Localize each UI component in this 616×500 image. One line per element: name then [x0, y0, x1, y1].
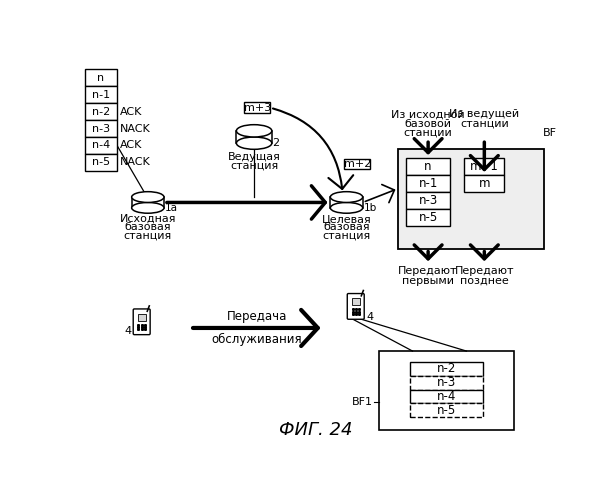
Bar	[410, 376, 483, 390]
Text: Целевая: Целевая	[322, 214, 371, 224]
Text: ACK: ACK	[120, 140, 142, 150]
Text: станция: станция	[322, 231, 371, 241]
Bar	[244, 102, 270, 113]
Bar	[406, 158, 450, 174]
Text: n-1: n-1	[418, 176, 438, 190]
Text: 4: 4	[366, 312, 373, 322]
Text: первыми: первыми	[402, 276, 454, 285]
Bar	[410, 362, 483, 376]
Text: BF1: BF1	[352, 397, 373, 407]
Text: m+3: m+3	[243, 102, 271, 113]
Bar	[379, 351, 514, 430]
Text: Исходная: Исходная	[120, 214, 176, 224]
Text: станции: станции	[460, 118, 509, 128]
Bar	[406, 174, 450, 192]
Bar	[85, 69, 117, 86]
Text: Из исходной: Из исходной	[391, 110, 465, 120]
Bar	[406, 192, 450, 208]
Text: n-2: n-2	[437, 362, 456, 376]
Polygon shape	[132, 197, 164, 208]
Text: позднее: позднее	[460, 276, 509, 285]
Bar	[85, 137, 117, 154]
Text: базовая: базовая	[323, 222, 370, 232]
Text: n-3: n-3	[92, 124, 110, 134]
Text: m: m	[479, 176, 490, 190]
Text: Из ведущей: Из ведущей	[449, 110, 519, 120]
Bar	[85, 120, 117, 137]
Ellipse shape	[132, 192, 164, 202]
Ellipse shape	[132, 202, 164, 213]
Ellipse shape	[330, 192, 363, 202]
Text: станции: станции	[403, 128, 453, 138]
Text: Передают: Передают	[455, 266, 514, 276]
Bar	[352, 298, 360, 305]
Bar	[85, 154, 117, 171]
Text: n-3: n-3	[437, 376, 456, 389]
Bar	[85, 86, 117, 103]
Bar	[464, 174, 505, 192]
Text: m+1: m+1	[470, 160, 499, 173]
Bar	[410, 390, 483, 404]
Text: n-5: n-5	[92, 158, 110, 168]
Bar	[464, 158, 505, 174]
Text: станция: станция	[230, 161, 278, 171]
Text: 4: 4	[124, 326, 131, 336]
Text: m+2: m+2	[344, 159, 371, 169]
Polygon shape	[330, 197, 363, 208]
Text: базовая: базовая	[124, 222, 171, 232]
Text: n-5: n-5	[437, 404, 456, 417]
Ellipse shape	[237, 137, 272, 149]
Bar	[137, 314, 146, 320]
Text: n-3: n-3	[418, 194, 438, 206]
Text: 2: 2	[272, 138, 280, 148]
Text: n: n	[97, 72, 105, 83]
Bar	[344, 158, 370, 170]
Text: станция: станция	[124, 231, 172, 241]
Ellipse shape	[237, 124, 272, 137]
Bar	[398, 148, 545, 248]
Ellipse shape	[330, 202, 363, 213]
Text: 1a: 1a	[165, 203, 178, 213]
Text: n-5: n-5	[418, 210, 438, 224]
Text: NACK: NACK	[120, 124, 151, 134]
FancyBboxPatch shape	[347, 294, 364, 320]
Text: Ведущая: Ведущая	[228, 152, 280, 162]
Text: ФИГ. 24: ФИГ. 24	[279, 421, 352, 439]
Text: n: n	[424, 160, 432, 173]
Text: n-1: n-1	[92, 90, 110, 100]
Text: обслуживания: обслуживания	[212, 332, 302, 345]
Text: NACK: NACK	[120, 158, 151, 168]
Bar	[406, 208, 450, 226]
Text: n-2: n-2	[92, 106, 110, 117]
Text: n-4: n-4	[92, 140, 110, 150]
Text: BF: BF	[543, 128, 557, 138]
Polygon shape	[237, 131, 272, 143]
Bar	[85, 103, 117, 120]
Text: Передача: Передача	[227, 310, 288, 324]
Text: 1b: 1b	[363, 203, 377, 213]
Text: ACK: ACK	[120, 106, 142, 117]
FancyBboxPatch shape	[133, 309, 150, 334]
Bar	[410, 404, 483, 417]
Text: n-4: n-4	[437, 390, 456, 403]
Text: Передают: Передают	[399, 266, 458, 276]
Text: базовой: базовой	[405, 118, 452, 128]
